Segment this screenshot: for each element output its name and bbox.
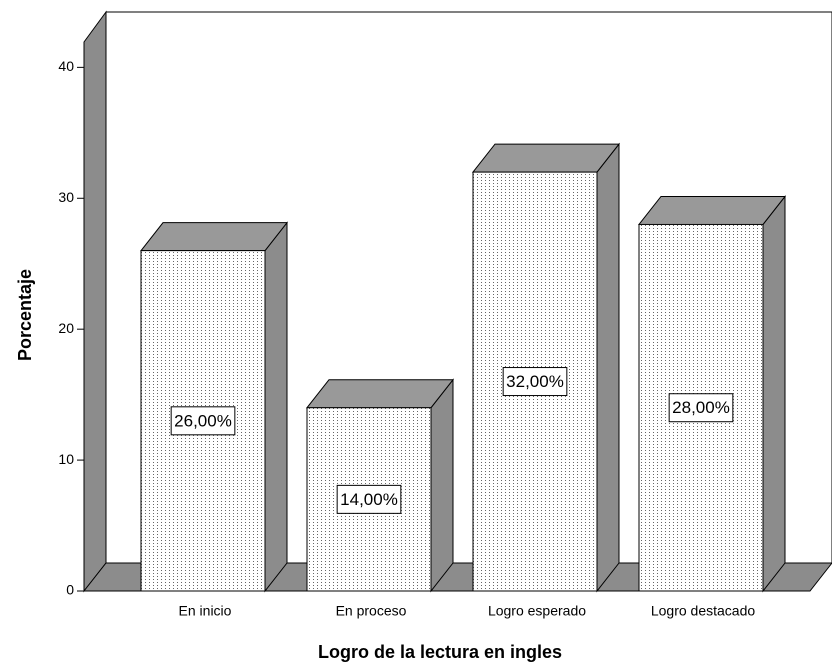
- bar-side: [596, 142, 620, 593]
- value-label-box: [502, 367, 568, 397]
- y-tick-label: 30: [58, 189, 74, 205]
- bar-side: [264, 221, 288, 593]
- side-wall: [83, 10, 107, 593]
- x-axis-title: Logro de la lectura en ingles: [318, 642, 562, 662]
- y-tick-label: 0: [66, 582, 74, 598]
- value-label: 32,00%: [506, 372, 564, 391]
- value-label: 28,00%: [672, 398, 730, 417]
- y-tick-label: 40: [58, 58, 74, 74]
- value-label: 14,00%: [340, 490, 398, 509]
- bar-top: [637, 195, 787, 225]
- value-label-box: [170, 406, 236, 436]
- x-tick-label: Logro destacado: [651, 603, 756, 619]
- value-label-box: [336, 484, 402, 514]
- x-tick-label: En inicio: [179, 603, 232, 619]
- y-axis-title: Porcentaje: [15, 269, 35, 361]
- x-tick-label: Logro esperado: [488, 603, 586, 619]
- bar-top: [139, 222, 289, 252]
- bar-side: [430, 378, 454, 593]
- x-tick-label: En proceso: [336, 603, 407, 619]
- value-label: 26,00%: [174, 411, 232, 430]
- y-tick-label: 10: [58, 451, 74, 467]
- value-label-box: [668, 393, 734, 423]
- bar-top: [471, 143, 621, 173]
- bar-side: [762, 195, 786, 593]
- y-tick-label: 20: [58, 320, 74, 336]
- bar-top: [305, 379, 455, 409]
